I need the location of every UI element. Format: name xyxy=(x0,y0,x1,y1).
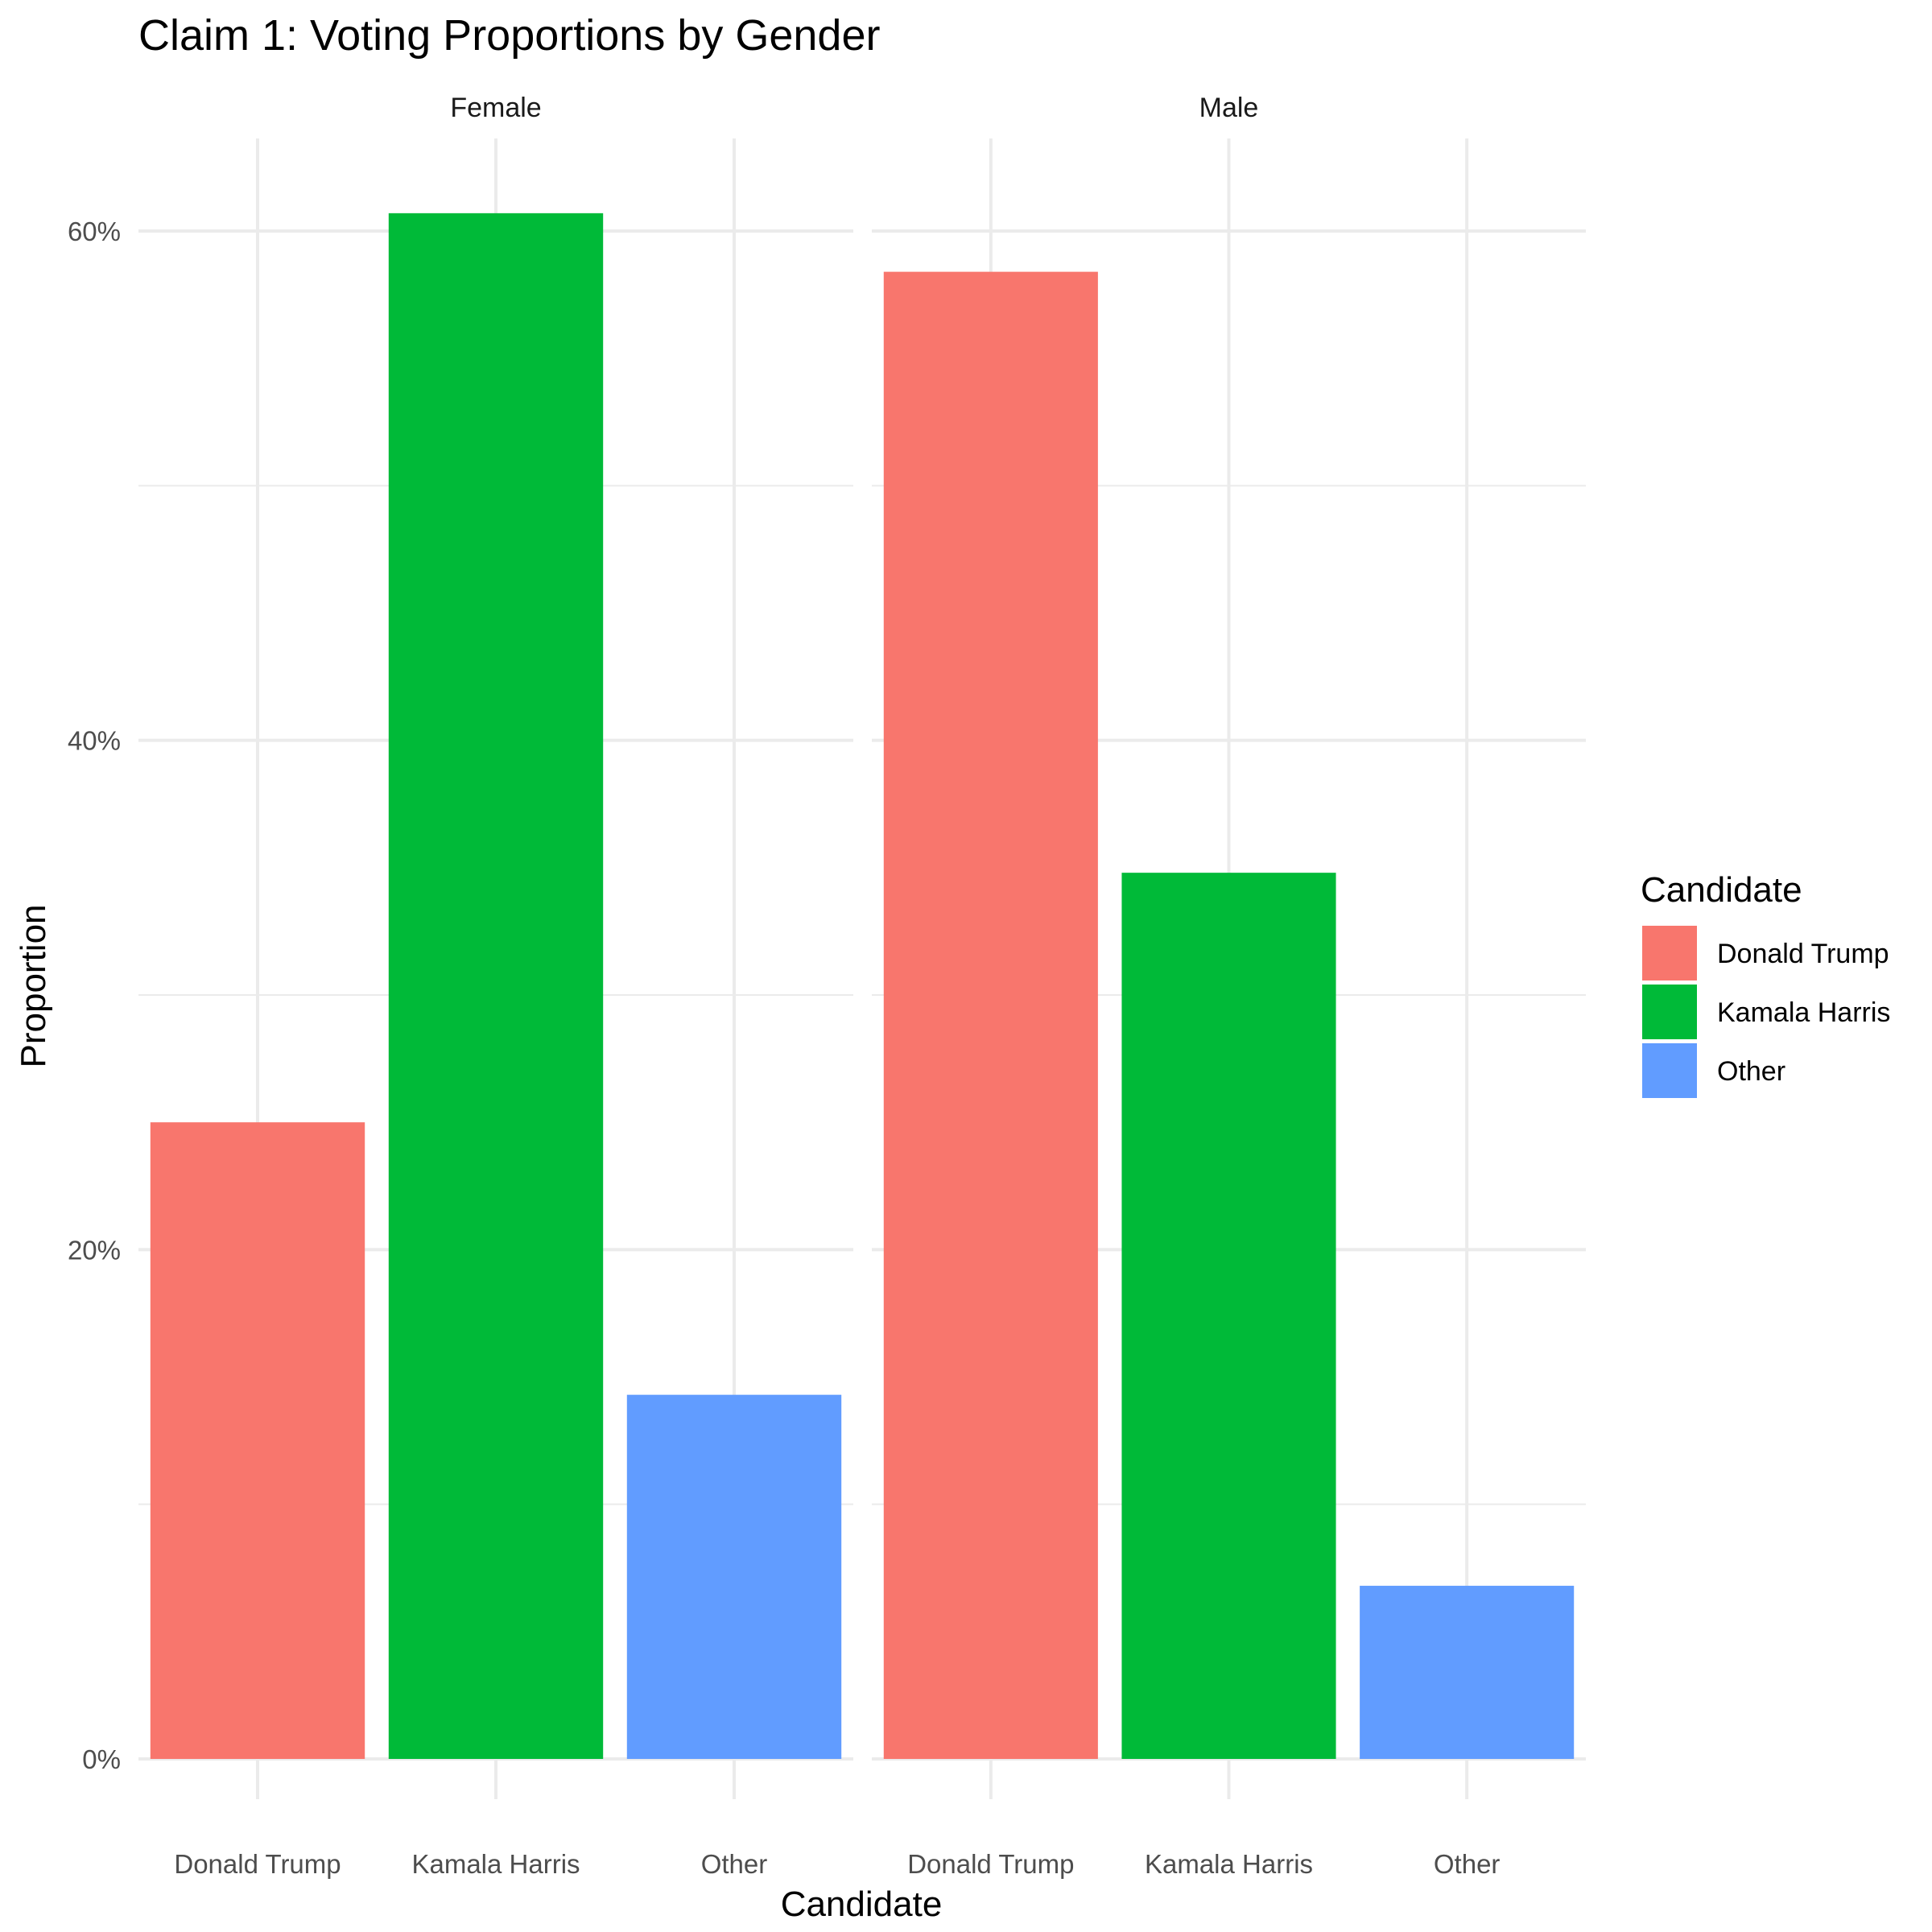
x-tick-label: Donald Trump xyxy=(907,1849,1074,1879)
x-tick-label: Other xyxy=(701,1849,768,1879)
legend-swatch xyxy=(1642,926,1697,980)
y-axis-ticks: 0% 20% 40% 60% xyxy=(68,217,121,1774)
facet-label: Male xyxy=(1199,93,1259,123)
bar-male-donald-trump xyxy=(883,271,1098,1760)
bar-male-other xyxy=(1360,1585,1575,1759)
legend-label: Kamala Harris xyxy=(1717,997,1890,1028)
y-tick-label: 40% xyxy=(68,726,121,756)
facet-panels: 0% 20% 40% 60% Female Donald Trump Kamala Harr… xyxy=(68,93,1586,1879)
facet-label: Female xyxy=(450,93,541,123)
chart-title: Claim 1: Voting Proportions by Gender xyxy=(138,11,880,60)
bar-female-donald-trump xyxy=(150,1122,365,1759)
facet-panel-male: Male Donald Trump Kamala Harris Other xyxy=(872,93,1586,1879)
x-tick-label: Other xyxy=(1434,1849,1501,1879)
legend-swatch xyxy=(1642,1043,1697,1098)
y-tick-label: 20% xyxy=(68,1235,121,1265)
legend-swatch xyxy=(1642,985,1697,1039)
legend-label: Donald Trump xyxy=(1717,939,1889,969)
legend-item: Donald Trump xyxy=(1642,926,1889,980)
x-axis-title: Candidate xyxy=(781,1885,943,1924)
y-axis-title: Proportion xyxy=(14,904,53,1067)
y-tick-label: 60% xyxy=(68,217,121,246)
y-tick-label: 0% xyxy=(82,1744,121,1774)
legend-item: Kamala Harris xyxy=(1642,985,1890,1039)
legend: Candidate Donald Trump Kamala Harris Other xyxy=(1641,870,1890,1098)
x-tick-label: Kamala Harris xyxy=(1145,1849,1313,1879)
bar-female-kamala-harris xyxy=(388,213,604,1759)
legend-item: Other xyxy=(1642,1043,1785,1098)
bar-female-other xyxy=(626,1394,842,1759)
x-tick-label: Donald Trump xyxy=(174,1849,341,1879)
legend-title: Candidate xyxy=(1641,870,1802,910)
x-tick-label: Kamala Harris xyxy=(411,1849,580,1879)
bar-male-kamala-harris xyxy=(1121,873,1336,1759)
legend-entries: Donald Trump Kamala Harris Other xyxy=(1642,926,1890,1098)
legend-label: Other xyxy=(1717,1056,1785,1087)
facet-panel-female: Female Donald Trump Kamala Harris Other xyxy=(138,93,853,1879)
